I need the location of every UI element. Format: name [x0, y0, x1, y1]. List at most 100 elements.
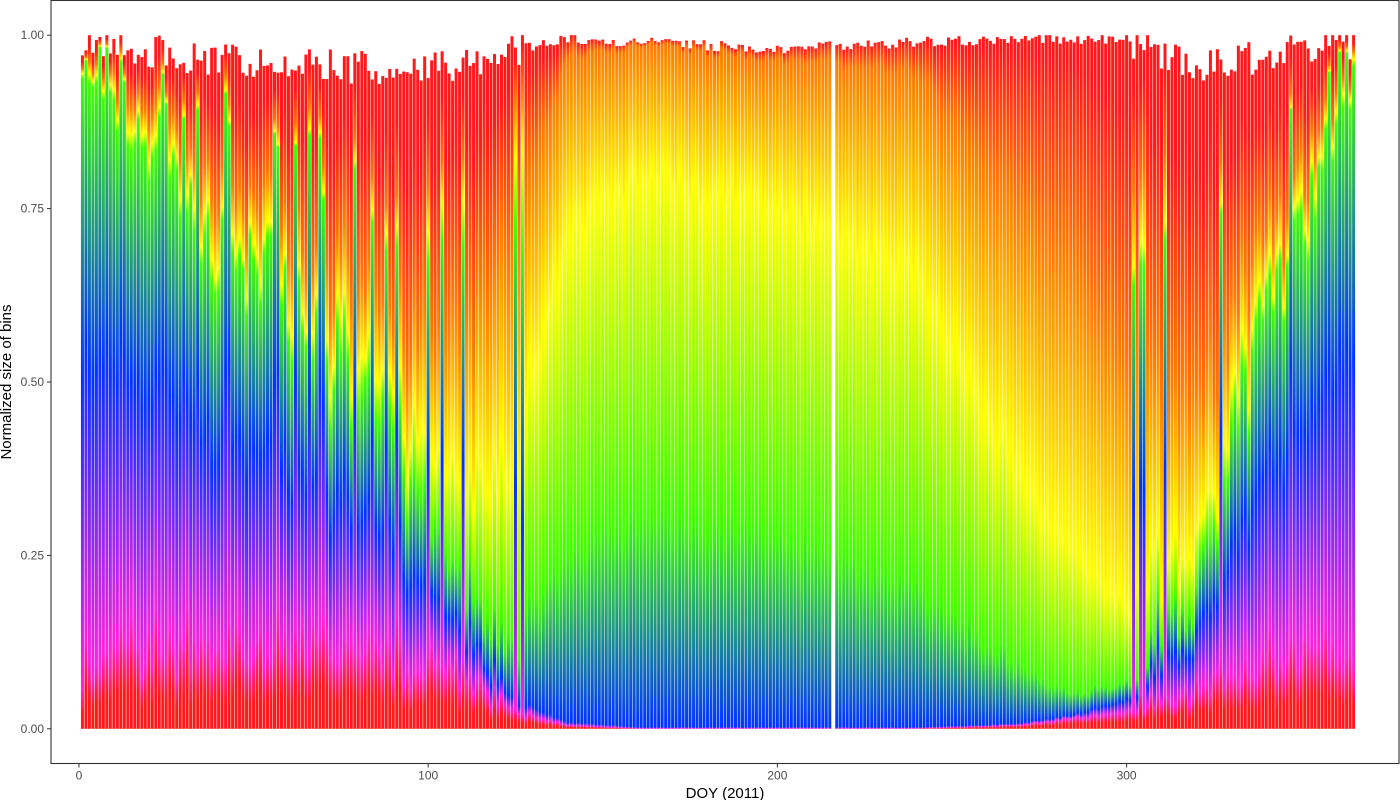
bar-doy-141	[569, 35, 573, 729]
bar-doy-118	[489, 62, 493, 729]
bar-doy-98	[419, 80, 423, 729]
bar-doy-322	[1201, 80, 1205, 729]
bar-doy-69	[318, 64, 322, 729]
bar-doy-335	[1247, 42, 1251, 729]
bar-doy-265	[1002, 39, 1006, 729]
x-tick-label: 0	[76, 769, 83, 783]
bar-doy-224	[859, 45, 863, 729]
bar-doy-27	[171, 58, 175, 729]
y-tick-label: 1.00	[21, 28, 45, 42]
bar-doy-220	[845, 46, 849, 729]
bar-doy-54	[266, 65, 270, 729]
bar-doy-279	[1051, 41, 1055, 729]
bar-doy-221	[849, 49, 853, 729]
bar-doy-225	[863, 46, 867, 729]
bar-doy-308	[1153, 44, 1157, 729]
bar-doy-276	[1041, 42, 1045, 729]
bar-doy-323	[1205, 74, 1209, 729]
bar-doy-18	[140, 57, 144, 729]
bar-doy-344	[1278, 51, 1282, 729]
bar-doy-156	[622, 45, 626, 729]
bar-doy-164	[650, 37, 654, 729]
bar-doy-5	[94, 40, 98, 729]
bar-doy-71	[325, 79, 329, 729]
bar-doy-108	[454, 68, 458, 729]
bar-doy-244	[929, 38, 933, 729]
bar-doy-350	[1299, 41, 1303, 729]
bar-doy-110	[461, 57, 465, 729]
bar-doy-309	[1156, 44, 1160, 729]
bar-doy-235	[898, 39, 902, 729]
bar-doy-125	[513, 47, 517, 729]
bar-doy-168	[664, 39, 668, 729]
bar-doy-116	[482, 56, 486, 729]
bar-doy-321	[1198, 69, 1202, 729]
bar-doy-142	[573, 35, 577, 729]
bar-doy-311	[1163, 43, 1167, 729]
bar-doy-106	[447, 73, 451, 729]
bar-doy-103	[437, 70, 441, 729]
bar-doy-183	[716, 51, 720, 729]
bar-doy-268	[1013, 38, 1017, 729]
bar-doy-178	[699, 44, 703, 729]
bar-doy-333	[1240, 51, 1244, 729]
bar-doy-127	[520, 35, 524, 729]
bar-doy-230	[880, 41, 884, 729]
bar-doy-67	[311, 64, 315, 729]
bar-doy-152	[608, 44, 612, 729]
bar-doy-204	[789, 46, 793, 729]
bar-doy-357	[1324, 35, 1328, 729]
bar-doy-124	[510, 36, 514, 729]
bar-doy-362	[1341, 41, 1345, 729]
bar-doy-223	[856, 42, 860, 729]
bar-doy-338	[1257, 59, 1261, 729]
bar-doy-318	[1187, 72, 1191, 729]
bar-doy-96	[412, 58, 416, 729]
bar-doy-169	[667, 39, 671, 729]
bar-doy-176	[692, 40, 696, 729]
bar-doy-353	[1310, 61, 1314, 729]
bar-doy-32	[189, 70, 193, 729]
bar-doy-336	[1250, 74, 1254, 729]
bar-doy-325	[1212, 71, 1216, 729]
bar-doy-105	[444, 62, 448, 729]
bar-doy-195	[758, 51, 762, 729]
bar-doy-277	[1044, 35, 1048, 729]
bar-doy-138	[559, 35, 563, 729]
bar-doy-201	[779, 47, 783, 729]
bar-doy-38	[210, 47, 214, 729]
bar-doy-73	[332, 70, 336, 729]
bar-doy-95	[409, 73, 413, 729]
bar-doy-264	[999, 38, 1003, 729]
bar-doy-40	[217, 72, 221, 729]
bar-doy-137	[555, 44, 559, 729]
bar-doy-115	[479, 74, 483, 729]
bar-doy-271	[1023, 35, 1027, 729]
bar-doy-162	[643, 43, 647, 729]
bar-doy-74	[335, 75, 339, 729]
bar-doy-35	[199, 60, 203, 729]
bar-doy-307	[1149, 47, 1153, 729]
bar-doy-247	[940, 44, 944, 729]
bar-doy-81	[360, 51, 364, 729]
bar-doy-171	[674, 40, 678, 729]
bar-doy-87	[381, 76, 385, 729]
bar-doy-19	[143, 49, 147, 729]
bar-doy-78	[349, 83, 353, 729]
bar-doy-133	[541, 40, 545, 729]
bar-doy-355	[1317, 48, 1321, 729]
bar-doy-174	[685, 40, 689, 729]
bar-doy-305	[1142, 50, 1146, 729]
bar-doy-151	[604, 43, 608, 729]
bar-doy-241	[919, 42, 923, 729]
bar-doy-296	[1111, 36, 1115, 729]
bar-doy-306	[1146, 35, 1150, 729]
bar-doy-213	[821, 43, 825, 729]
bar-doy-358	[1327, 45, 1331, 729]
bar-doy-120	[496, 64, 500, 729]
bar-doy-131	[534, 46, 538, 729]
bar-doy-140	[566, 42, 570, 729]
bar-doy-191	[744, 51, 748, 729]
bar-doy-248	[943, 45, 947, 729]
